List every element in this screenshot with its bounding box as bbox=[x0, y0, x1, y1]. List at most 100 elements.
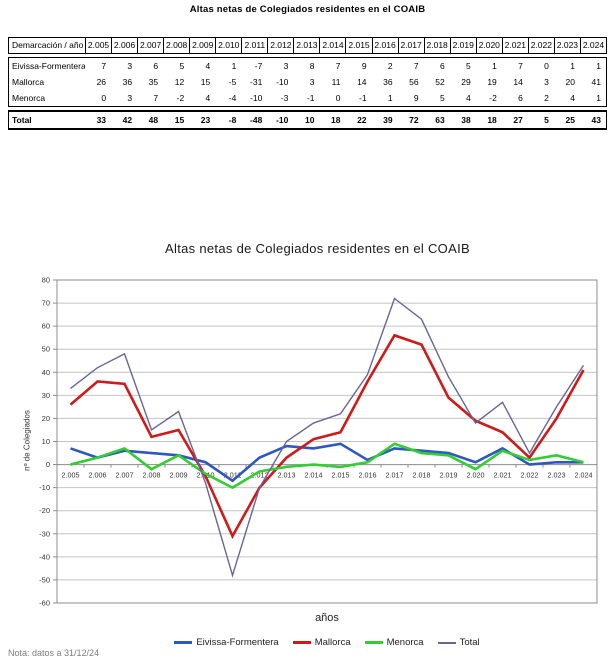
y-axis-tick-label: -20 bbox=[39, 506, 50, 515]
line-chart: 80 70 60 50 40 30 20 10 0 -10 -20 -30 -40 -50 -60 2.005… bbox=[39, 276, 598, 608]
value-cell: -1 bbox=[358, 93, 367, 103]
x-axis-tick-label: 2.012 bbox=[251, 471, 269, 480]
row-label: Eivissa-Formentera bbox=[12, 61, 85, 71]
y-axis-tick-label: 60 bbox=[42, 322, 50, 331]
y-axis-tick-label: -40 bbox=[39, 552, 50, 561]
y-axis-tick-label: -30 bbox=[39, 529, 50, 538]
table-header-year: 2.007 bbox=[137, 38, 163, 53]
value-cell: 56 bbox=[409, 77, 419, 87]
value-cell: -10 bbox=[250, 93, 263, 103]
x-axis-tick-label: 2.014 bbox=[305, 471, 323, 480]
y-axis-tick-label: 30 bbox=[42, 391, 50, 400]
total-value-cell: 5 bbox=[544, 115, 549, 125]
y-axis-tick-label: 0 bbox=[46, 460, 50, 469]
y-axis-tick-label: 10 bbox=[42, 437, 50, 446]
value-cell: 9 bbox=[361, 61, 367, 71]
x-axis-tick-label: 2.013 bbox=[278, 471, 296, 480]
plot-border bbox=[56, 279, 598, 604]
value-cell: 41 bbox=[591, 77, 601, 87]
value-cell: 6 bbox=[439, 61, 445, 71]
value-cell: -10 bbox=[276, 77, 289, 87]
series-line-mallorca bbox=[69, 333, 585, 539]
value-cell: 9 bbox=[413, 93, 419, 103]
legend-item-eivissa-formentera: Eivissa-Formentera bbox=[174, 637, 279, 648]
value-cell: 4 bbox=[570, 93, 575, 103]
value-cell: -3 bbox=[280, 93, 289, 103]
value-cell: 3 bbox=[309, 77, 315, 87]
value-cell: 14 bbox=[513, 77, 523, 87]
total-value-cell: 72 bbox=[409, 115, 419, 125]
x-axis-tick-label: 2.017 bbox=[386, 471, 404, 480]
total-value-cell: 48 bbox=[148, 115, 159, 125]
value-cell: 14 bbox=[357, 77, 367, 87]
x-axis-tick-label: 2.011 bbox=[224, 471, 241, 480]
value-cell: 29 bbox=[461, 77, 471, 87]
y-axis-tick-label: 40 bbox=[42, 368, 50, 377]
value-cell: 2 bbox=[544, 93, 549, 103]
value-cell: -31 bbox=[250, 77, 263, 87]
value-cell: 5 bbox=[439, 93, 445, 103]
legend-item-total: Total bbox=[437, 637, 480, 648]
table-header-label: Demarcación / año bbox=[12, 40, 84, 50]
value-cell: -7 bbox=[254, 61, 263, 71]
table-header-year: 2.019 bbox=[449, 38, 476, 53]
table-header-year: 2.011 bbox=[241, 38, 267, 53]
value-cell: 3 bbox=[127, 93, 133, 103]
value-cell: 15 bbox=[200, 77, 211, 87]
value-cell: 1 bbox=[231, 61, 237, 71]
x-axis-tick-label: 2.018 bbox=[413, 471, 431, 480]
table-header-year: 2.017 bbox=[397, 38, 424, 53]
table-header-year: 2.021 bbox=[501, 38, 528, 53]
value-cell: 4 bbox=[466, 93, 471, 103]
table-header-year: 2.010 bbox=[215, 38, 241, 53]
value-cell: 1 bbox=[596, 93, 601, 103]
value-cell: 6 bbox=[153, 61, 159, 71]
value-cell: 36 bbox=[122, 77, 133, 87]
table-header-year: 2.014 bbox=[319, 38, 345, 53]
total-value-cell: 38 bbox=[461, 115, 471, 125]
value-cell: 7 bbox=[413, 61, 419, 71]
row-label: Menorca bbox=[12, 93, 46, 103]
table-header-row: Demarcación / año 2.005 2.006 2.007 2.008 2.0… bbox=[8, 37, 607, 54]
y-axis-tick-label: 50 bbox=[42, 345, 50, 354]
total-value-cell: 18 bbox=[331, 115, 341, 125]
table-header-year: 2.015 bbox=[345, 38, 371, 53]
x-axis-tick-label: 2.016 bbox=[359, 471, 377, 480]
data-table: Demarcación / año 2.005 2.006 2.007 2.008 2.0… bbox=[8, 37, 607, 130]
total-value-cell: -8 bbox=[228, 115, 237, 125]
x-axis-tick-label: 2.005 bbox=[62, 471, 80, 480]
table-header-year: 2.023 bbox=[553, 38, 580, 53]
table-header-year: 2.018 bbox=[423, 38, 450, 53]
table-header-year: 2.006 bbox=[111, 38, 137, 53]
legend-item-menorca: Menorca bbox=[364, 637, 424, 648]
total-value-cell: 39 bbox=[383, 115, 393, 125]
total-value-cell: 27 bbox=[513, 115, 523, 125]
total-value-cell: -10 bbox=[276, 115, 289, 125]
value-cell: 4 bbox=[205, 61, 211, 71]
total-value-cell: 63 bbox=[435, 115, 445, 125]
x-axis-tick-label: 2.021 bbox=[494, 471, 512, 480]
table-body: Eivissa-Formentera 7 3 6 5 4 1 -7 3 8 7 9 2 7 6 5 1 7 0 1 1 M… bbox=[8, 57, 607, 107]
table-header-year: 2.013 bbox=[293, 38, 319, 53]
total-value-cell: 43 bbox=[591, 115, 601, 125]
table-header-year: 2.008 bbox=[163, 38, 189, 53]
value-cell: -2 bbox=[176, 93, 185, 103]
series-line-menorca bbox=[70, 442, 584, 490]
series-line-total bbox=[70, 297, 585, 578]
table-header-year: 2.024 bbox=[579, 38, 606, 53]
value-cell: 5 bbox=[466, 61, 471, 71]
value-cell: 4 bbox=[205, 93, 211, 103]
legend-label: Eivissa-Formentera bbox=[196, 637, 279, 648]
table-header-year: 2.009 bbox=[189, 38, 215, 53]
value-cell: 3 bbox=[544, 77, 549, 87]
value-cell: 6 bbox=[518, 93, 523, 103]
total-row-label: Total bbox=[12, 115, 32, 125]
row-label: Mallorca bbox=[12, 77, 45, 87]
x-axis-tick-label: 2.022 bbox=[521, 471, 539, 480]
y-axis-tick-label: -10 bbox=[39, 483, 50, 492]
value-cell: 11 bbox=[331, 77, 341, 87]
value-cell: 7 bbox=[153, 93, 159, 103]
legend-line-swatch bbox=[292, 641, 311, 644]
chart-title: Altas netas de Colegiados residentes en … bbox=[165, 241, 470, 256]
legend-line-swatch bbox=[174, 641, 193, 644]
